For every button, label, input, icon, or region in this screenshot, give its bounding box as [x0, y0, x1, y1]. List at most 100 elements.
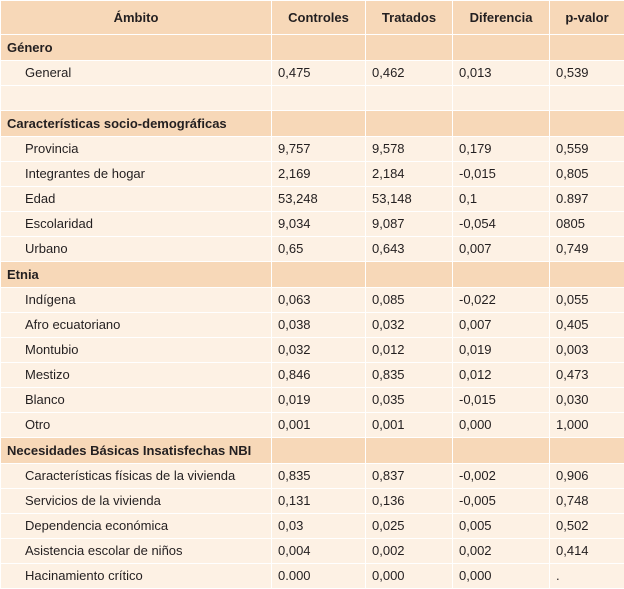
value-controles: 0,131: [272, 489, 366, 514]
value-tratados: 9,578: [366, 137, 453, 162]
section-empty-cell: [550, 35, 624, 61]
value-controles: 0,03: [272, 514, 366, 539]
header-controles: Controles: [272, 1, 366, 35]
row-label: Asistencia escolar de niños: [1, 539, 272, 564]
value-p-valor: 0,805: [550, 162, 624, 187]
value-p-valor: 1,000: [550, 413, 624, 438]
value-diferencia: 0,019: [453, 338, 550, 363]
value-diferencia: -0,005: [453, 489, 550, 514]
value-diferencia: 0,002: [453, 539, 550, 564]
value-tratados: 0,136: [366, 489, 453, 514]
value-controles: 0.000: [272, 564, 366, 589]
value-p-valor: 0,539: [550, 61, 624, 86]
value-p-valor: 0,748: [550, 489, 624, 514]
row-label: Integrantes de hogar: [1, 162, 272, 187]
value-controles: 0,835: [272, 464, 366, 489]
value-p-valor: 0,473: [550, 363, 624, 388]
row-label: Servicios de la vivienda: [1, 489, 272, 514]
section-empty-cell: [366, 438, 453, 464]
section-empty-cell: [453, 262, 550, 288]
value-p-valor: 0,030: [550, 388, 624, 413]
value-diferencia: 0,005: [453, 514, 550, 539]
value-p-valor: 0,055: [550, 288, 624, 313]
value-tratados: 0,035: [366, 388, 453, 413]
value-tratados: 0,001: [366, 413, 453, 438]
section-row: Etnia: [1, 262, 624, 288]
value-tratados: 2,184: [366, 162, 453, 187]
value-tratados: 0,000: [366, 564, 453, 589]
value-diferencia: -0,015: [453, 388, 550, 413]
value-p-valor: 0.897: [550, 187, 624, 212]
header-diferencia: Diferencia: [453, 1, 550, 35]
row-label: Otro: [1, 413, 272, 438]
value-controles: 0,475: [272, 61, 366, 86]
row-label: Provincia: [1, 137, 272, 162]
row-label: Hacinamiento crítico: [1, 564, 272, 589]
row-label: Indígena: [1, 288, 272, 313]
value-controles: 0,846: [272, 363, 366, 388]
table-header-row: Ámbito Controles Tratados Diferencia p-v…: [1, 1, 624, 35]
spacer-cell: [1, 86, 272, 111]
value-p-valor: 0,405: [550, 313, 624, 338]
row-label: Mestizo: [1, 363, 272, 388]
value-diferencia: -0,015: [453, 162, 550, 187]
value-diferencia: -0,054: [453, 212, 550, 237]
value-tratados: 53,148: [366, 187, 453, 212]
spacer-cell: [453, 86, 550, 111]
value-controles: 0,65: [272, 237, 366, 262]
value-diferencia: 0,007: [453, 313, 550, 338]
value-controles: 9,034: [272, 212, 366, 237]
value-controles: 0,038: [272, 313, 366, 338]
spacer-cell: [272, 86, 366, 111]
section-title: Género: [1, 35, 272, 61]
value-controles: 0,032: [272, 338, 366, 363]
section-row: Género: [1, 35, 624, 61]
value-diferencia: 0,1: [453, 187, 550, 212]
value-diferencia: -0,002: [453, 464, 550, 489]
header-ambito: Ámbito: [1, 1, 272, 35]
value-diferencia: 0,007: [453, 237, 550, 262]
value-tratados: 0,643: [366, 237, 453, 262]
spacer-row: [1, 86, 624, 111]
value-diferencia: 0,179: [453, 137, 550, 162]
section-empty-cell: [453, 111, 550, 137]
value-diferencia: 0,012: [453, 363, 550, 388]
value-tratados: 0,032: [366, 313, 453, 338]
row-label: Características físicas de la vivienda: [1, 464, 272, 489]
value-diferencia: 0,000: [453, 564, 550, 589]
row-label: Blanco: [1, 388, 272, 413]
value-p-valor: 0,414: [550, 539, 624, 564]
section-title: Necesidades Básicas Insatisfechas NBI: [1, 438, 272, 464]
value-controles: 0,019: [272, 388, 366, 413]
value-tratados: 0,002: [366, 539, 453, 564]
section-empty-cell: [550, 438, 624, 464]
row-label: Edad: [1, 187, 272, 212]
value-controles: 2,169: [272, 162, 366, 187]
row-label: General: [1, 61, 272, 86]
row-label: Urbano: [1, 237, 272, 262]
value-tratados: 0,462: [366, 61, 453, 86]
section-empty-cell: [272, 35, 366, 61]
section-empty-cell: [550, 262, 624, 288]
value-controles: 53,248: [272, 187, 366, 212]
value-controles: 0,063: [272, 288, 366, 313]
row-label: Afro ecuatoriano: [1, 313, 272, 338]
section-row: Características socio-demográficas: [1, 111, 624, 137]
value-controles: 0,001: [272, 413, 366, 438]
value-p-valor: 0,502: [550, 514, 624, 539]
value-tratados: 0,025: [366, 514, 453, 539]
value-p-valor: .: [550, 564, 624, 589]
